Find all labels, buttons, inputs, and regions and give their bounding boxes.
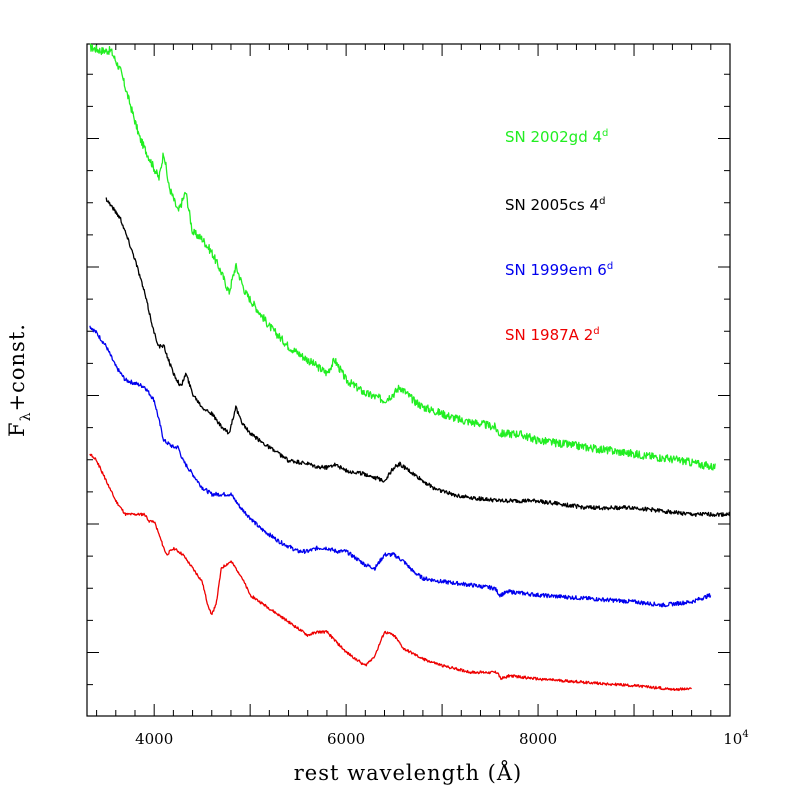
x-tick-label: 4000: [135, 730, 173, 748]
series-line-2: [105, 197, 731, 518]
x-tick-labels: 4000 6000 8000 104: [135, 729, 749, 748]
legend: SN 2002gd 4d SN 2005cs 4d SN 1999em 6d SN 1…: [505, 128, 613, 344]
plot-frame: [86, 43, 731, 717]
y-axis-title-main: F: [5, 421, 29, 437]
axis-ticks: [87, 44, 730, 716]
x-axis-title: rest wavelength (Å): [294, 760, 522, 785]
x-tick-label: 8000: [519, 730, 557, 748]
series-layer: [89, 43, 731, 692]
legend-entry-4: SN 1987A 2d: [505, 326, 600, 344]
x-tick-label: 6000: [327, 730, 365, 748]
legend-entry-3: SN 1999em 6d: [505, 261, 613, 279]
y-axis-title-sub: λ: [18, 411, 34, 421]
series-line-3: [89, 325, 712, 608]
y-axis-title: Fλ+const.: [5, 323, 34, 437]
series-line-4: [89, 453, 692, 692]
series-line-1: [89, 43, 716, 471]
y-axis-title-rest: +const.: [5, 323, 29, 411]
legend-entry-2: SN 2005cs 4d: [505, 196, 605, 214]
x-tick-label: 104: [723, 729, 748, 748]
legend-entry-1: SN 2002gd 4d: [505, 128, 608, 146]
